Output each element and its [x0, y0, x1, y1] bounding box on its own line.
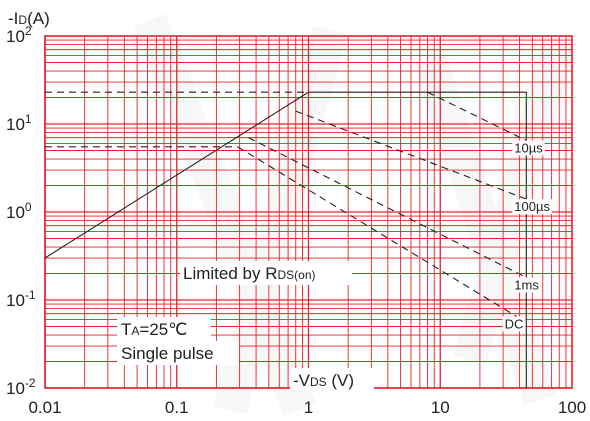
series-1ms	[248, 137, 527, 278]
y-tick-label: 100	[6, 200, 32, 222]
x-tick-label: 1	[304, 398, 313, 417]
x-tick-label: 10	[431, 398, 450, 417]
x-axis-label-bg	[290, 368, 374, 390]
series-label: 1ms	[514, 278, 539, 293]
x-tick-label: 0.1	[165, 398, 189, 417]
chart-tick-labels: 0.01 0.1 1 10 100 102 101 100 10-1 10-2	[6, 24, 586, 417]
series-label-bg	[502, 316, 526, 332]
y-axis-label: -ID(A)	[8, 9, 50, 28]
series-label-bg	[512, 140, 545, 156]
series-label: 10µs	[514, 140, 543, 155]
series-100s	[295, 110, 527, 200]
series-label-bg	[512, 199, 552, 215]
watermark	[134, 13, 577, 417]
y-tick-label: 101	[6, 112, 32, 134]
x-tick-label: 0.01	[28, 398, 61, 417]
watermark-stroke	[134, 13, 316, 417]
temp-label: TA=25℃	[121, 320, 187, 339]
x-tick-label: 100	[558, 398, 586, 417]
limited-label-bg	[180, 261, 352, 285]
x-axis-label: -VDS (V)	[293, 371, 354, 390]
series-label: DC	[505, 316, 524, 331]
pulse-label-bg	[117, 341, 239, 365]
temp-label-bg	[117, 317, 211, 341]
series-label-bg	[512, 277, 541, 293]
y-tick-label: 102	[6, 24, 32, 46]
watermark-stroke	[413, 54, 557, 406]
pulse-label: Single pulse	[121, 344, 214, 363]
watermark-stroke	[213, 25, 347, 415]
limited-label: Limited by RDS(on)	[183, 264, 316, 283]
chart-curves: 10µs 100µs 1ms DC	[44, 91, 552, 388]
y-tick-label: 10-2	[6, 376, 36, 398]
series-10s	[427, 91, 527, 141]
series-label: 100µs	[514, 199, 550, 214]
y-tick-label: 10-1	[6, 288, 36, 310]
series-dc	[237, 146, 517, 317]
boundary-line	[44, 91, 527, 388]
